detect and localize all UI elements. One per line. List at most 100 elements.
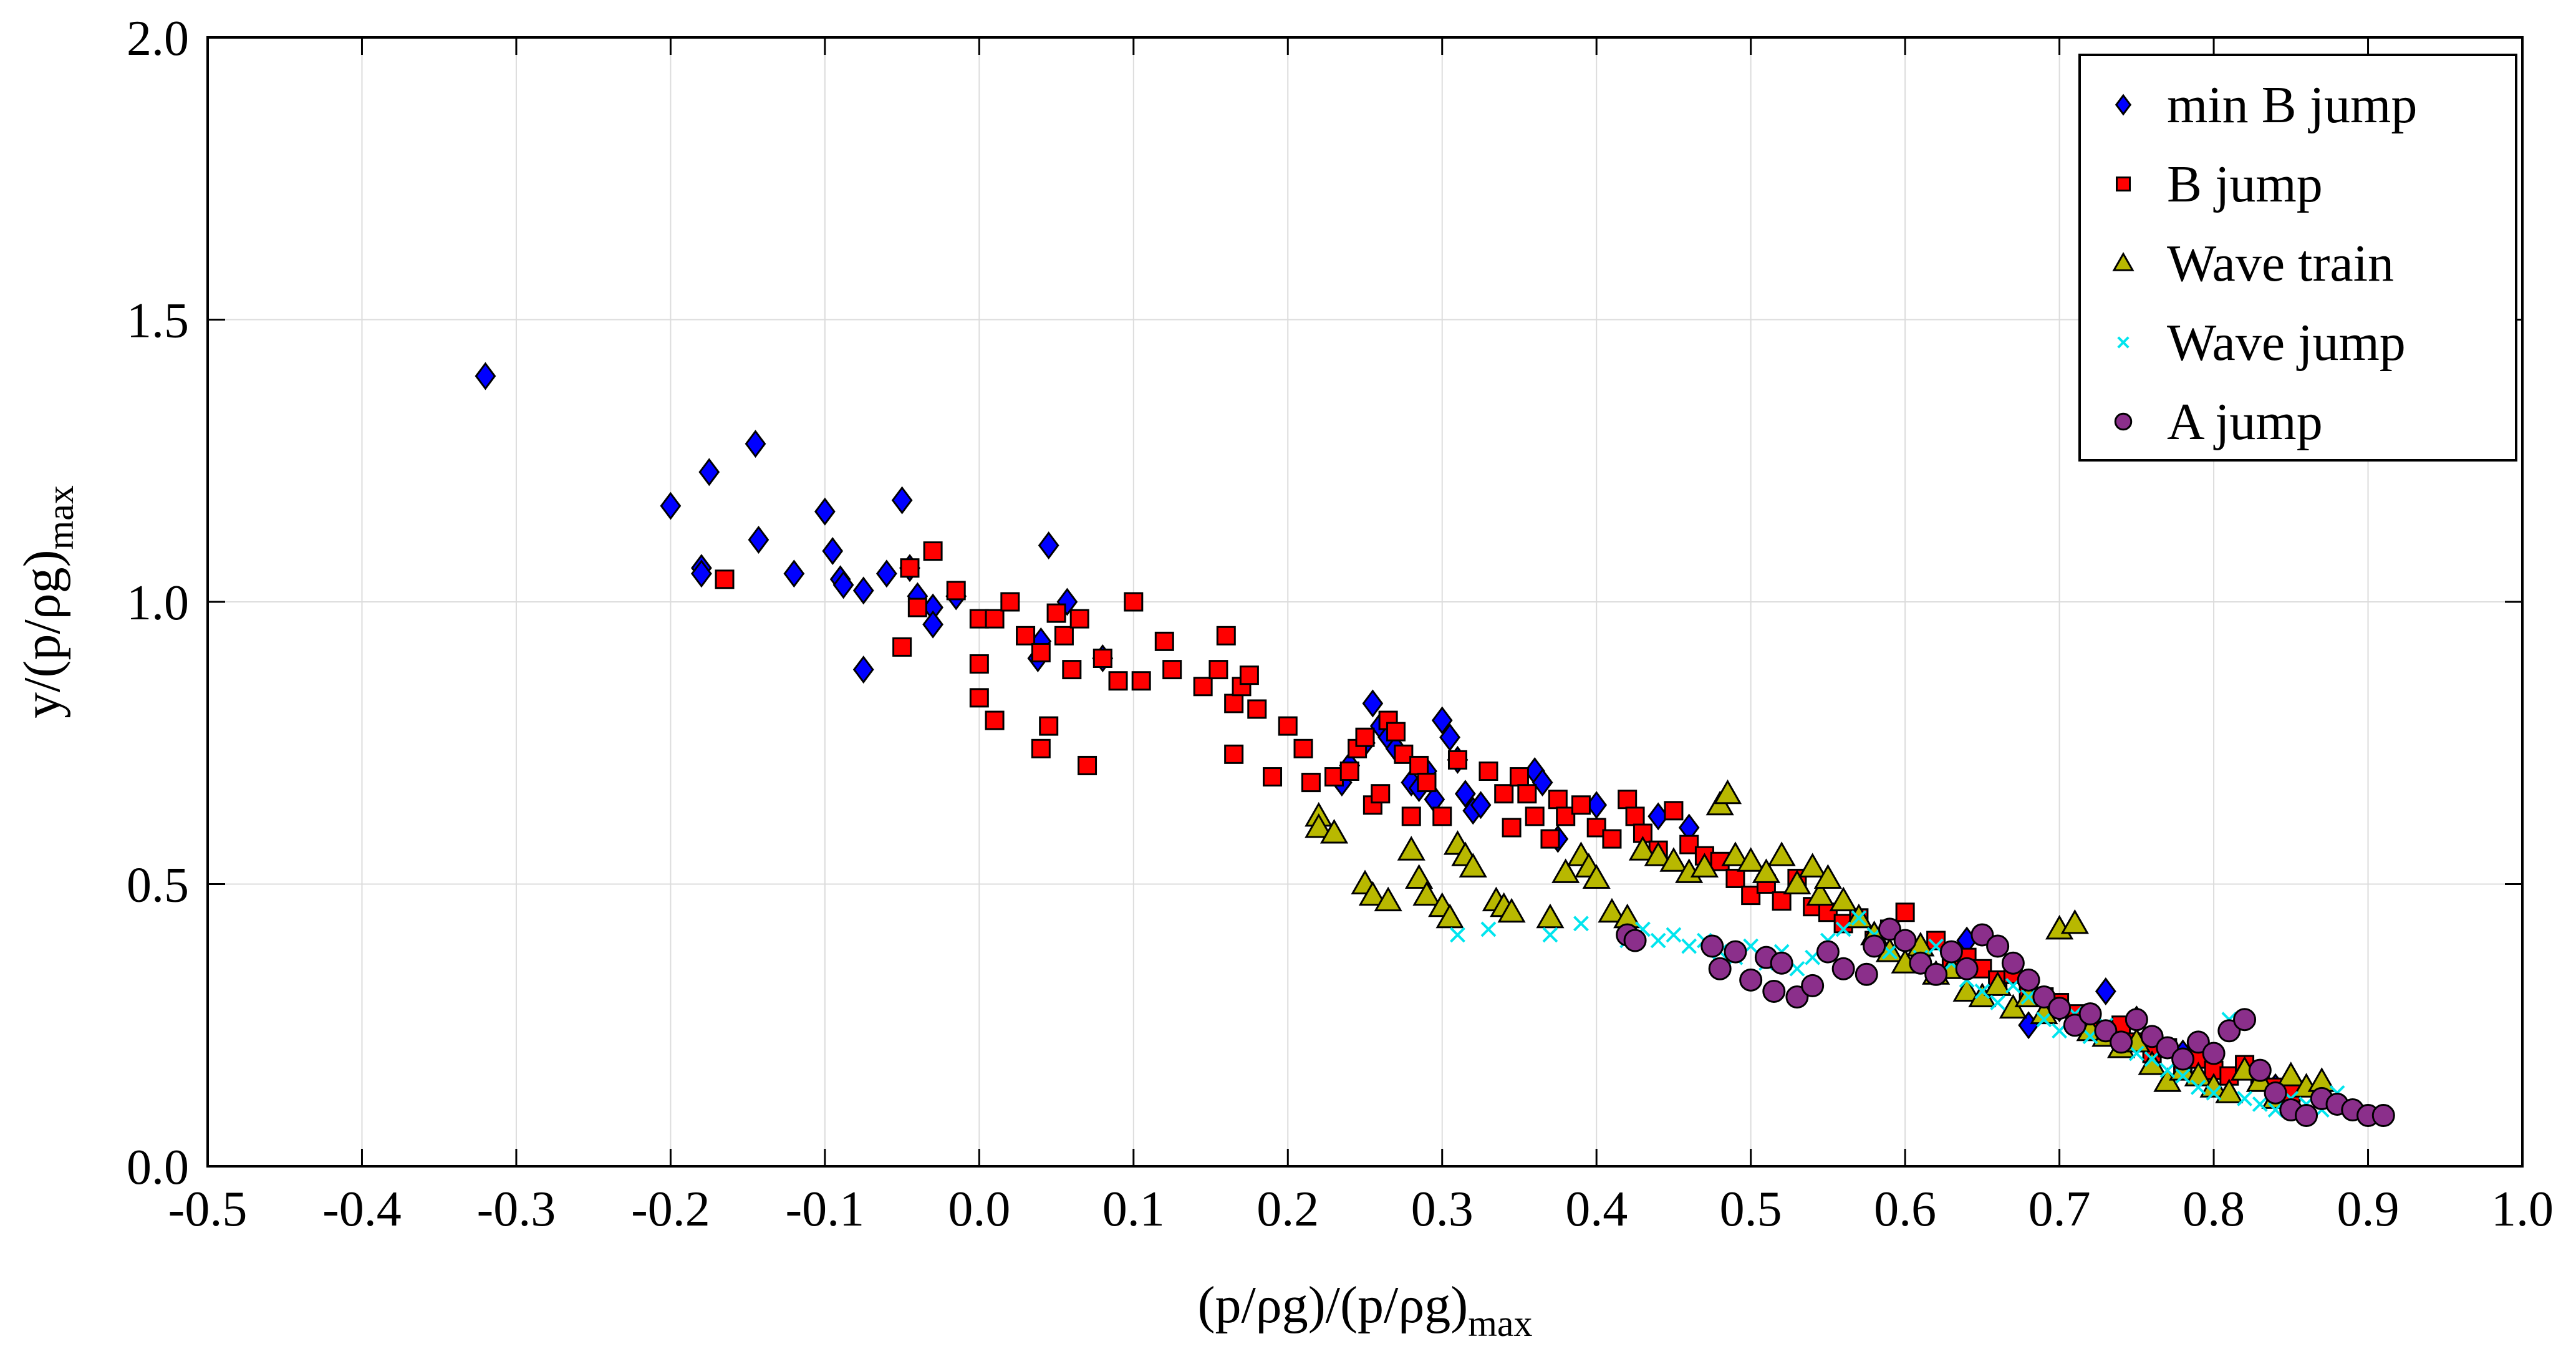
data-point (985, 710, 1005, 730)
data-point (1540, 829, 1560, 849)
data-point (985, 609, 1005, 629)
data-point (1909, 951, 1932, 975)
y-axis-title-main: y/(p/ρg) (13, 549, 71, 718)
data-point (852, 655, 874, 684)
data-point (1054, 626, 1074, 646)
data-point (783, 559, 805, 588)
data-point (1708, 957, 1732, 980)
data-point (1623, 929, 1647, 952)
data-point (745, 430, 766, 458)
legend-label-b-jump: B jump (2167, 155, 2323, 213)
data-point (2017, 968, 2040, 992)
data-point (2215, 1078, 2244, 1103)
x-axis-title-main: (p/ρg)/(p/ρg) (1197, 1276, 1468, 1334)
data-point (2110, 1030, 2133, 1054)
data-point (1813, 864, 1842, 889)
data-point (969, 688, 989, 708)
data-point (1666, 927, 1682, 943)
data-point (2217, 1019, 2241, 1043)
data-points (475, 362, 2395, 1128)
data-point (1497, 897, 1526, 923)
data-point (1454, 780, 1476, 808)
y-tick-label: 0.0 (127, 1140, 189, 1195)
x-tick-label: 0.4 (1565, 1182, 1628, 1237)
data-point (1598, 897, 1626, 923)
data-point (1829, 886, 1858, 912)
data-point (1417, 773, 1437, 793)
data-point (1724, 940, 1747, 964)
data-point (1409, 755, 1429, 775)
data-point (1450, 927, 1465, 943)
x-tick-label: -0.5 (168, 1182, 248, 1237)
data-point (1093, 649, 1112, 668)
data-point (946, 581, 966, 601)
data-point (1301, 773, 1321, 793)
x-tick-label: 0.9 (2337, 1182, 2400, 1237)
data-point (1863, 934, 1886, 958)
axis-ticks (206, 36, 2524, 1168)
data-point (2060, 909, 2089, 934)
data-point (1525, 806, 1545, 826)
data-point (1650, 932, 1666, 949)
x-tick-label: 0.0 (948, 1182, 1010, 1237)
data-point (1690, 853, 1719, 878)
series-a-jump (1616, 917, 2395, 1128)
x-tick-label: -0.3 (477, 1182, 556, 1237)
data-point (1208, 660, 1228, 680)
data-point (1432, 806, 1452, 826)
legend-box (2078, 54, 2517, 462)
data-point (1108, 671, 1128, 691)
data-point (1263, 767, 1283, 787)
data-point (1031, 642, 1051, 662)
data-point (1974, 984, 1990, 999)
data-point (1078, 755, 1097, 775)
data-point (1816, 940, 1840, 964)
data-point (1895, 902, 1915, 922)
data-point (2206, 1085, 2222, 1101)
data-point (1358, 881, 1387, 906)
data-point (2237, 1090, 2252, 1106)
x-tick-label: 0.3 (1411, 1182, 1474, 1237)
x-tick-label: 0.7 (2028, 1182, 2091, 1237)
data-point (1725, 868, 1745, 888)
data-point (1878, 917, 1901, 941)
data-point (2063, 1013, 2086, 1037)
data-point (1517, 784, 1537, 804)
data-point (1762, 979, 1786, 1003)
data-point (1216, 626, 1236, 646)
data-point (1767, 841, 1796, 866)
data-point (2078, 1002, 2102, 1026)
data-point (2032, 985, 2056, 1008)
data-point (2186, 1030, 2210, 1054)
data-point (1582, 864, 1611, 889)
x-tick-label: 0.8 (2183, 1182, 2245, 1237)
data-point (1551, 858, 1580, 883)
data-point (922, 610, 943, 639)
data-point (1924, 962, 1948, 986)
data-point (1431, 706, 1453, 735)
x-axis-title-subscript: max (1468, 1303, 1532, 1344)
data-point (1739, 968, 1763, 992)
data-point (1412, 881, 1441, 906)
data-point (1831, 957, 1855, 980)
data-point (1713, 779, 1742, 805)
data-point (1502, 818, 1522, 838)
data-point (1721, 841, 1750, 866)
data-point (1038, 531, 1059, 559)
data-point (1386, 722, 1406, 742)
data-point (1990, 995, 2006, 1010)
x-tick-label: -0.2 (631, 1182, 710, 1237)
series-b-jump (715, 541, 2301, 1103)
data-point (1855, 962, 1878, 986)
data-point (1039, 716, 1059, 736)
legend-marker (2112, 251, 2135, 271)
y-axis-title: y/(p/ρg)max (13, 485, 81, 718)
data-point (2125, 1008, 2148, 1032)
data-point (1785, 985, 1809, 1008)
legend-marker (2115, 94, 2132, 116)
data-point (1618, 790, 1638, 810)
data-point (1644, 841, 1672, 866)
data-point (1700, 934, 1724, 958)
data-point (2264, 1081, 2287, 1105)
legend-label-min-b-jump: min B jump (2167, 76, 2417, 134)
